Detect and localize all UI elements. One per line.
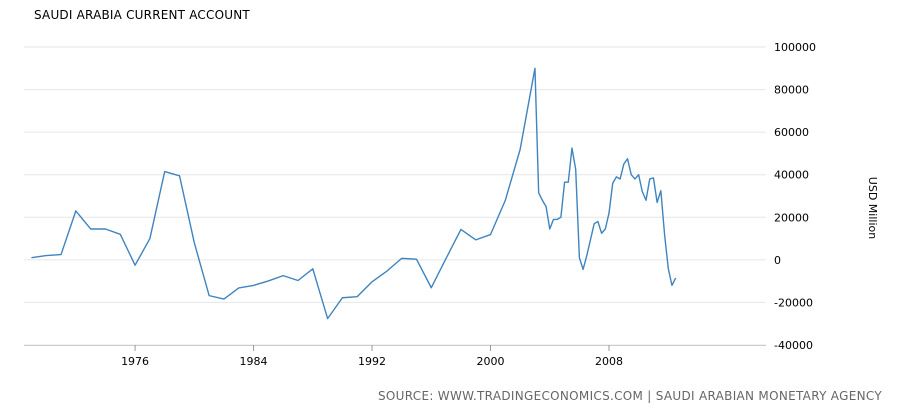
- y-tick-label: 80000: [774, 84, 809, 97]
- x-tick-label: 1976: [121, 355, 149, 368]
- y-tick-label: -40000: [774, 339, 813, 352]
- y-tick-label: 40000: [774, 169, 809, 182]
- x-tick-label: 2008: [595, 355, 623, 368]
- gridlines: [24, 46, 766, 346]
- series-line-0: [31, 67, 677, 320]
- y-tick-label: -20000: [774, 296, 813, 309]
- y-tick-label: 0: [774, 254, 781, 267]
- x-axis: 1976 1984 1992 2000 2008: [24, 345, 766, 368]
- y-tick-label: 60000: [774, 126, 809, 139]
- y-axis: -40000 -20000 0 20000 40000 60000 80000 100000: [774, 41, 816, 352]
- y-axis-title: USD Million: [866, 177, 879, 239]
- y-tick-label: 100000: [774, 41, 816, 54]
- x-tick-label: 1984: [240, 355, 268, 368]
- y-tick-label: 20000: [774, 211, 809, 224]
- x-tick-label: 1992: [358, 355, 386, 368]
- series-layer: [31, 67, 677, 320]
- source-note: SOURCE: WWW.TRADINGECONOMICS.COM | SAUDI…: [378, 389, 882, 403]
- x-tick-label: 2000: [477, 355, 505, 368]
- chart-title: SAUDI ARABIA CURRENT ACCOUNT: [34, 8, 250, 22]
